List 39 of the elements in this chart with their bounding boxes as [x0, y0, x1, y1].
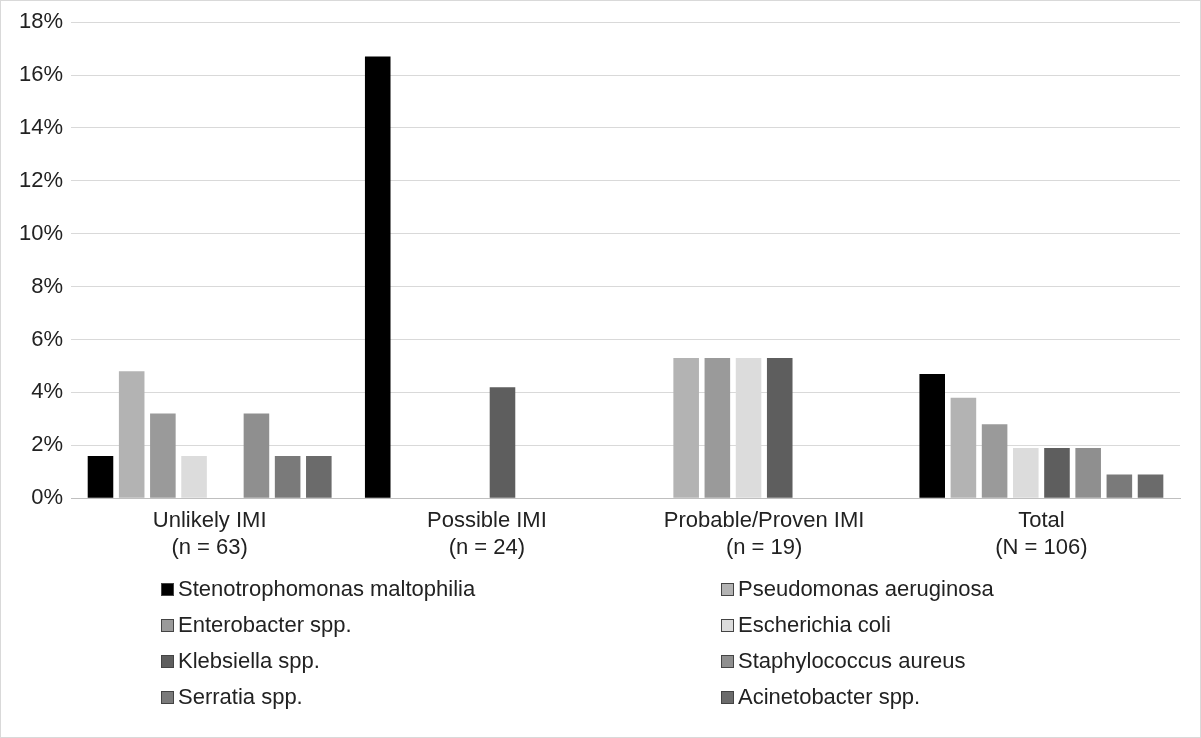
x-tick-label: Probable/Proven IMI (n = 19)	[663, 507, 865, 559]
bar	[1075, 447, 1101, 498]
bar	[766, 358, 793, 498]
bar	[243, 413, 270, 498]
y-tick-label: 4%	[31, 378, 64, 404]
legend-label: Klebsiella spp.	[178, 648, 320, 674]
bar	[1013, 447, 1039, 498]
y-tick-label: 10%	[18, 219, 64, 245]
legend-label: Stenotrophomonas maltophilia	[178, 576, 476, 602]
legend-label: Enterobacter spp.	[178, 612, 352, 638]
legend-label: Staphylococcus aureus	[738, 648, 966, 674]
bar	[704, 358, 731, 498]
y-tick-label: 8%	[31, 272, 64, 298]
bar	[150, 413, 176, 498]
y-tick-label: 16%	[18, 61, 64, 87]
bar	[274, 455, 301, 498]
bar	[1044, 447, 1070, 498]
bar	[181, 455, 207, 498]
y-tick-label: 14%	[18, 114, 64, 140]
bar	[919, 373, 945, 498]
legend-label: Pseudomonas aeruginosa	[738, 576, 994, 602]
bar	[489, 387, 516, 498]
bar	[87, 455, 114, 498]
y-tick-label: 6%	[31, 325, 64, 351]
x-tick-label: Possible IMI (n = 24)	[426, 507, 547, 559]
y-tick-label: 2%	[31, 431, 64, 457]
y-tick-label: 12%	[18, 166, 64, 192]
bar	[306, 455, 332, 498]
bar	[1137, 474, 1164, 498]
legend-label: Serratia spp.	[178, 684, 303, 710]
legend-label: Acinetobacter spp.	[738, 684, 921, 710]
legend-label: Escherichia coli	[738, 612, 891, 638]
x-tick-label: Unlikely IMI (n = 63)	[152, 507, 267, 559]
y-tick-label: 18%	[18, 8, 64, 34]
y-tick-label: 0%	[31, 484, 64, 510]
bar	[1106, 474, 1133, 498]
bar	[981, 424, 1008, 498]
x-tick-label: Total (N = 106)	[995, 507, 1088, 559]
bar	[364, 56, 391, 498]
